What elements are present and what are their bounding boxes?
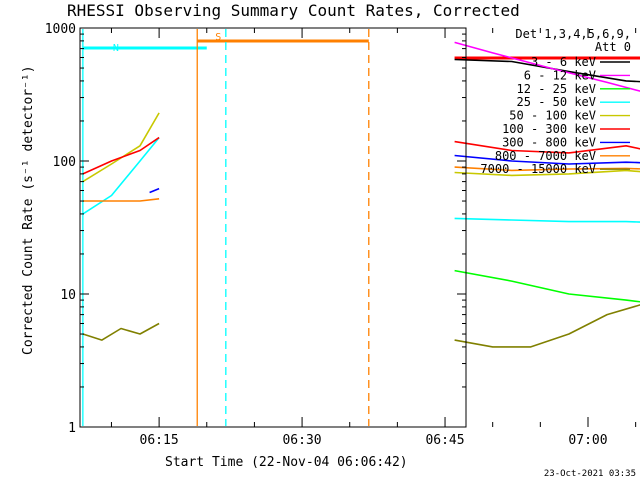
series-line	[82, 137, 160, 215]
chart-title: RHESSI Observing Summary Count Rates, Co…	[67, 1, 520, 20]
y-tick-label: 100	[53, 155, 76, 170]
legend-label: 6 - 12 keV	[524, 68, 596, 82]
legend-label: 800 - 7000 keV	[495, 149, 596, 163]
series-group	[82, 41, 640, 348]
legend-label: 12 - 25 keV	[517, 82, 596, 96]
series-line	[454, 217, 640, 223]
series-line	[454, 166, 640, 172]
plot-frame	[79, 27, 467, 428]
x-tick-label: 06:15	[140, 433, 179, 448]
series-line	[454, 58, 640, 83]
series-line	[454, 140, 640, 154]
time-markers	[82, 29, 370, 426]
series-line	[454, 304, 640, 348]
series-line	[82, 198, 160, 202]
series-line	[454, 41, 640, 92]
legend-label: 100 - 300 keV	[502, 122, 596, 136]
flag-label: N	[113, 43, 119, 54]
series-line	[82, 136, 160, 175]
series-line	[454, 269, 640, 303]
series-line	[82, 112, 160, 183]
y-tick-label: 1000	[45, 22, 76, 37]
flag-label: S	[215, 32, 221, 43]
y-tick-label: 10	[60, 288, 76, 303]
y-tick-label: 1	[68, 421, 76, 436]
x-tick-label: 07:00	[568, 433, 607, 448]
x-tick-label: 06:30	[282, 433, 321, 448]
x-axis-label: Start Time (22-Nov-04 06:06:42)	[165, 455, 408, 470]
legend-label: 50 - 100 keV	[509, 109, 596, 123]
observing-flags: SN	[82, 32, 640, 60]
series-line	[82, 322, 160, 341]
y-axis: 1 10 100 1000	[45, 22, 466, 436]
y-axis-label: Corrected Count Rate (s⁻¹ detector⁻¹)	[21, 65, 36, 355]
legend-label: 25 - 50 keV	[517, 95, 596, 109]
legend-label: 7000 - 15000 keV	[480, 162, 596, 176]
legend-label: 300 - 800 keV	[502, 135, 596, 149]
legend-label: 3 - 6 keV	[531, 55, 596, 69]
legend-header-line-2: Att 0	[595, 40, 631, 54]
series-line	[454, 169, 640, 177]
legend-header-line-1: Det 1,3,4,5,6,9,	[515, 27, 631, 41]
x-tick-label: 06:45	[425, 433, 464, 448]
series-line	[149, 187, 160, 194]
generation-timestamp: 23-Oct-2021 03:35	[544, 469, 636, 479]
series-line	[454, 154, 640, 165]
